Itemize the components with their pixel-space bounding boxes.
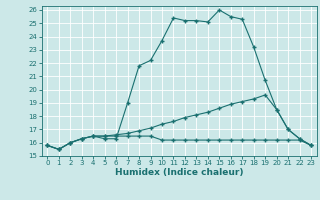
X-axis label: Humidex (Indice chaleur): Humidex (Indice chaleur) [115,168,244,177]
